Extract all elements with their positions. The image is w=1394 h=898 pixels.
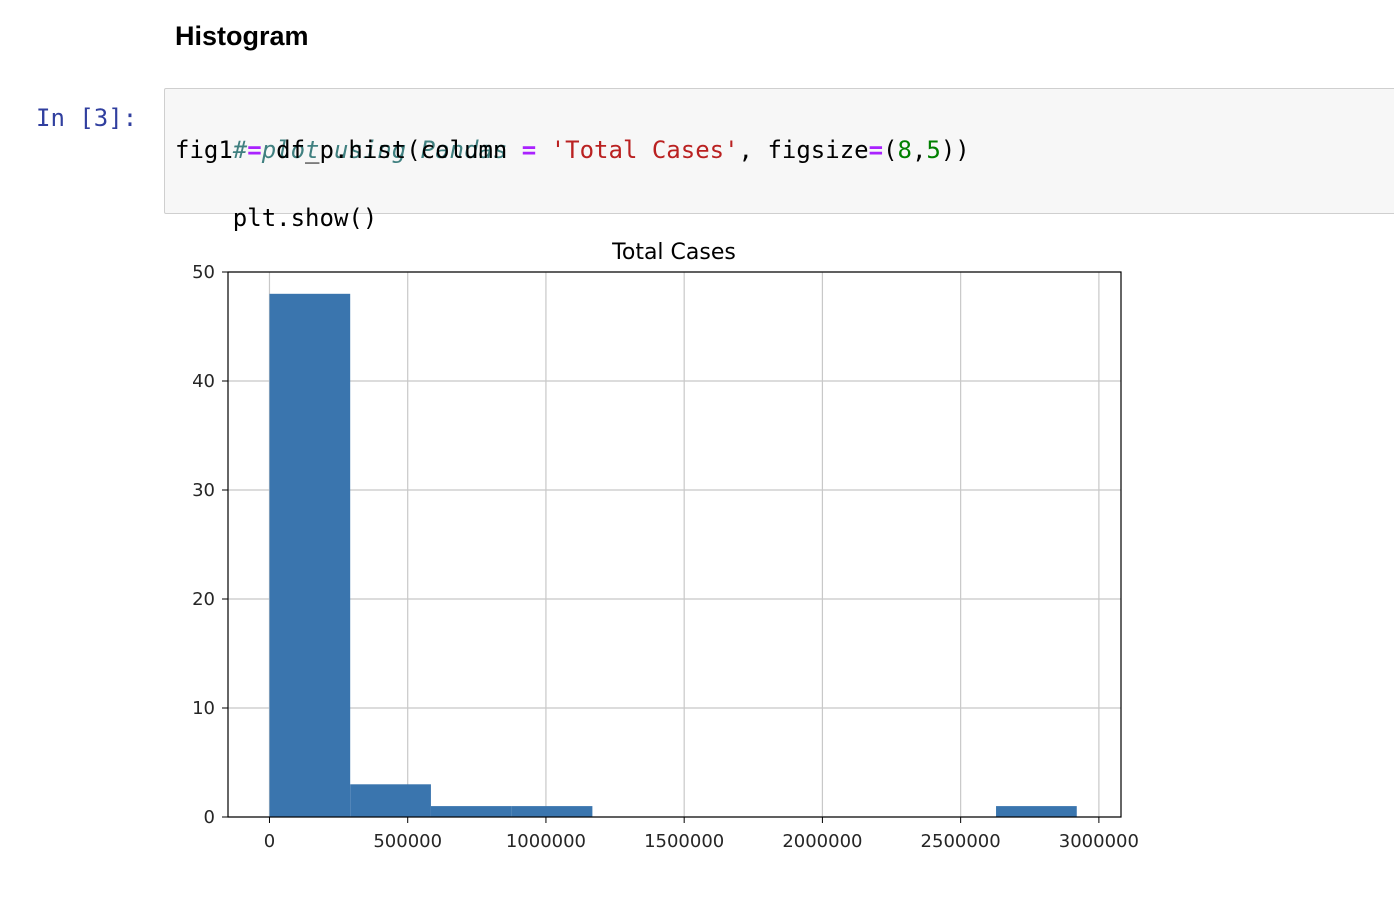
chart-title: Total Cases xyxy=(611,240,736,265)
code-token-operator: = xyxy=(868,136,884,164)
y-tick-label: 10 xyxy=(192,698,215,719)
y-tick-label: 30 xyxy=(192,480,215,501)
code-token-operator: = xyxy=(521,136,537,164)
code-token-paren: )) xyxy=(940,136,970,164)
code-token-call: plt.show() xyxy=(232,204,378,232)
markdown-heading: Histogram xyxy=(175,21,309,51)
code-comment: # plot using Pandas xyxy=(232,136,508,164)
cell-output: 0 500000 1000000 1500000 2000000 2500000 30000… xyxy=(170,230,1170,870)
code-token-call: df_p.hist(column xyxy=(261,136,522,164)
x-tick-label: 1500000 xyxy=(644,831,724,852)
y-tick-label: 20 xyxy=(192,589,215,610)
code-token-sep: , xyxy=(911,136,927,164)
x-tick-label: 2500000 xyxy=(921,831,1001,852)
histogram-bar xyxy=(430,806,512,817)
x-tick-label: 1000000 xyxy=(506,831,586,852)
x-tick-label: 0 xyxy=(264,831,275,852)
y-tick-label: 40 xyxy=(192,371,215,392)
histogram-bar xyxy=(269,293,351,817)
cell-prompt: In [3]: xyxy=(36,104,138,132)
code-token-comma: , figsize xyxy=(738,136,869,164)
code-token-string: 'Total Cases' xyxy=(550,136,739,164)
x-tick-label: 2000000 xyxy=(782,831,862,852)
code-token-number: 8 xyxy=(897,136,912,164)
x-tick-label: 3000000 xyxy=(1059,831,1139,852)
bars-layer xyxy=(269,293,1077,817)
code-line-2[interactable]: fig1 = df_p.hist(column = 'Total Cases',… xyxy=(175,133,970,167)
code-line-1[interactable]: # plot using Pandas xyxy=(175,99,508,201)
code-token-space xyxy=(536,136,550,164)
code-cell-editor[interactable]: # plot using Pandas fig1 = df_p.hist(col… xyxy=(164,88,1394,232)
histogram-bar xyxy=(511,806,593,817)
y-tick-label: 50 xyxy=(192,262,215,283)
histogram-bar xyxy=(996,806,1077,817)
histogram-chart: 0 500000 1000000 1500000 2000000 2500000 30000… xyxy=(192,240,1139,852)
grid-layer xyxy=(228,271,1121,818)
plot-frame xyxy=(227,271,1122,818)
code-token-paren: ( xyxy=(883,136,898,164)
ticks-layer: 0 500000 1000000 1500000 2000000 2500000 30000… xyxy=(192,262,1139,852)
code-token-number: 5 xyxy=(926,136,941,164)
y-tick-label: 0 xyxy=(204,807,215,828)
code-token-var: fig1 xyxy=(175,136,248,164)
histogram-bar xyxy=(350,784,431,817)
x-tick-label: 500000 xyxy=(373,831,442,852)
code-token-operator: = xyxy=(247,136,262,164)
code-line-3[interactable]: plt.show() xyxy=(175,167,378,269)
